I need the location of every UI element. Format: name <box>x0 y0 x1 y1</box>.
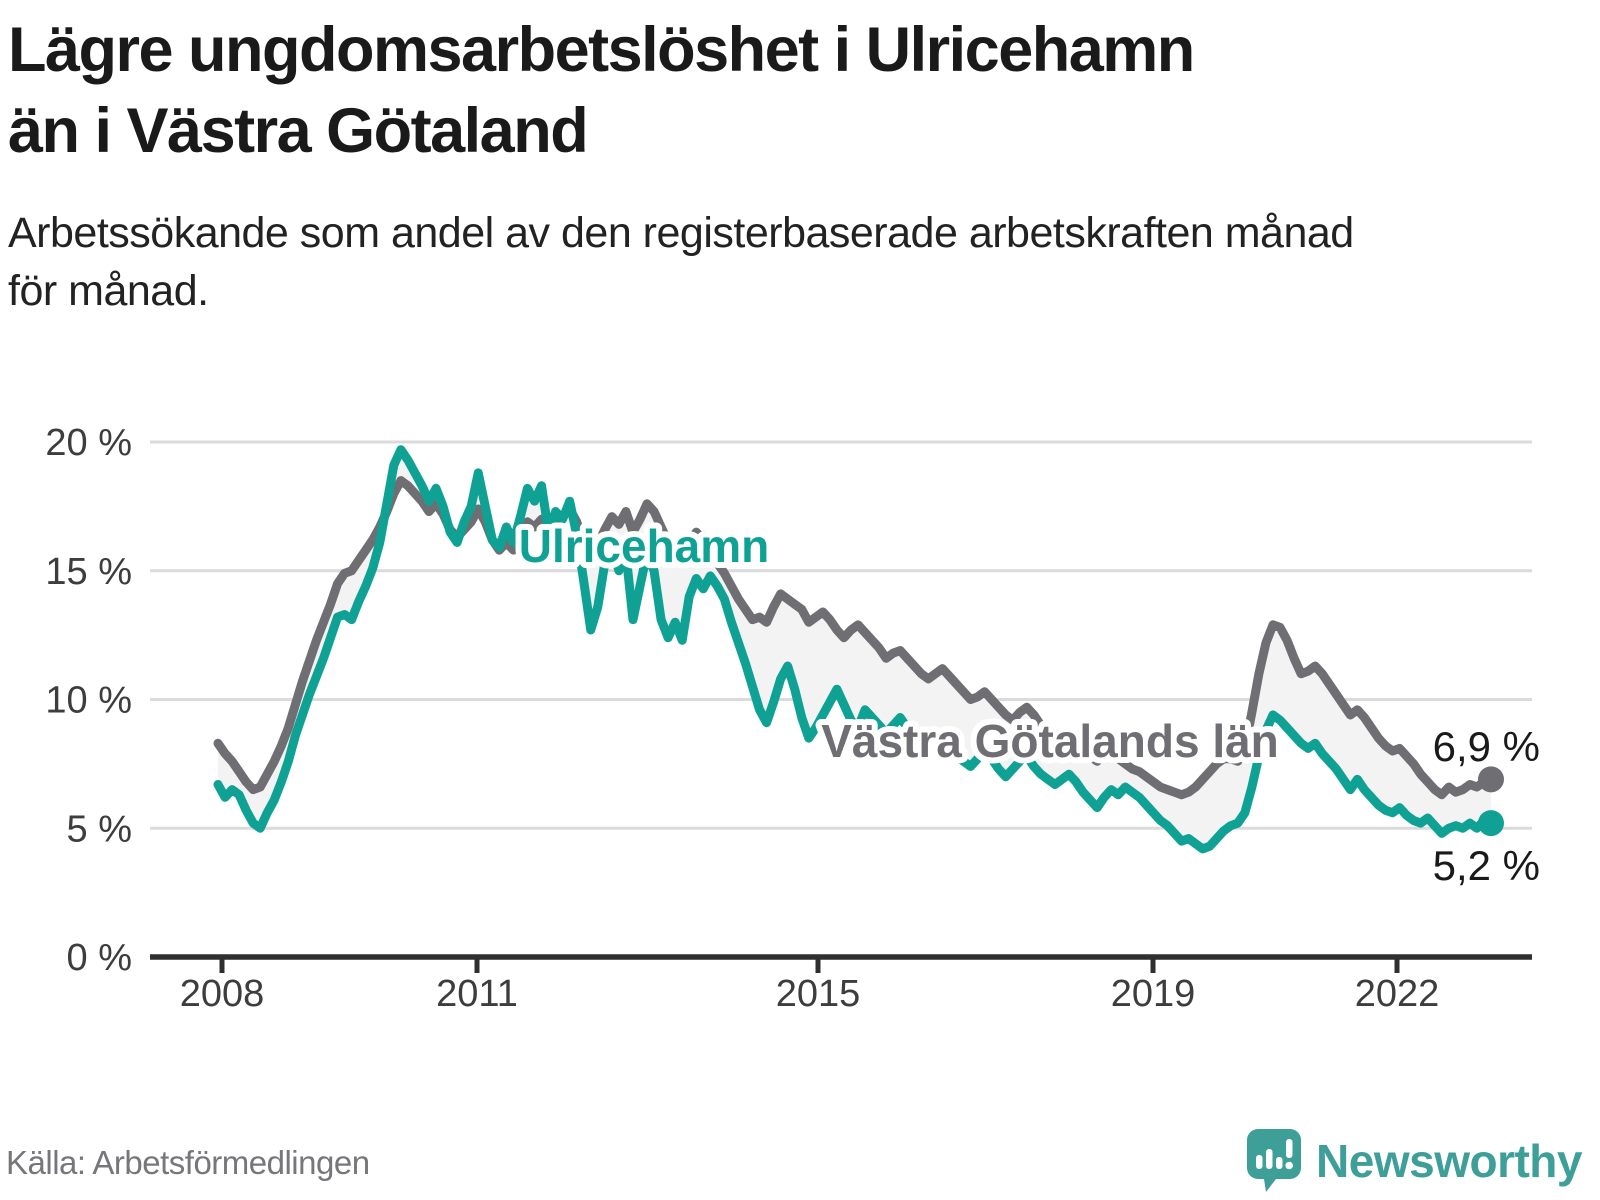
chart-title-line2: än i Västra Götaland <box>8 96 589 166</box>
end-dot-ulricehamn <box>1478 810 1504 837</box>
x-axis-tick-label: 2011 <box>436 973 518 1015</box>
newsworthy-logo-icon <box>1247 1129 1302 1192</box>
series-label-ulricehamn: Ulricehamn <box>519 520 770 572</box>
y-axis-tick-label: 20 % <box>45 422 132 464</box>
x-axis-tick-label: 2015 <box>776 973 861 1015</box>
series-line-vastra-gotaland <box>213 476 1496 800</box>
newsworthy-logo: Newsworthy <box>1246 1128 1582 1194</box>
x-axis-tick-label: 2019 <box>1111 973 1196 1015</box>
chart-subtitle-line1: Arbetssökande som andel av den registerb… <box>8 209 1354 257</box>
end-value-label-ulricehamn: 5,2 % <box>1433 842 1540 889</box>
chart-title-line1: Lägre ungdomsarbetslöshet i Ulricehamn <box>8 15 1195 85</box>
y-axis-tick-label: 5 % <box>67 808 132 850</box>
series-line-ulricehamn <box>213 445 1496 854</box>
source-note: Källa: Arbetsförmedlingen <box>6 1144 370 1181</box>
chart-title: Lägre ungdomsarbetslöshet i Ulricehamn ä… <box>8 10 1568 172</box>
series-label-vastra-gotaland: Västra Götalands län <box>821 715 1279 767</box>
x-axis-tick-label: 2008 <box>180 973 265 1015</box>
chart-subtitle: Arbetssökande som andel av den registerb… <box>8 204 1568 320</box>
x-axis-tick-label: 2022 <box>1355 973 1440 1015</box>
y-axis-tick-label: 15 % <box>45 551 132 593</box>
y-axis-tick-label: 0 % <box>67 937 132 979</box>
newsworthy-logo-text: Newsworthy <box>1316 1135 1582 1187</box>
y-axis-tick-label: 10 % <box>45 680 132 722</box>
between-series-fill <box>218 449 1491 849</box>
end-value-label-vastra-gotaland: 6,9 % <box>1433 723 1540 770</box>
end-dot-vastra-gotaland <box>1478 766 1504 793</box>
chart-subtitle-line2: för månad. <box>8 267 209 315</box>
